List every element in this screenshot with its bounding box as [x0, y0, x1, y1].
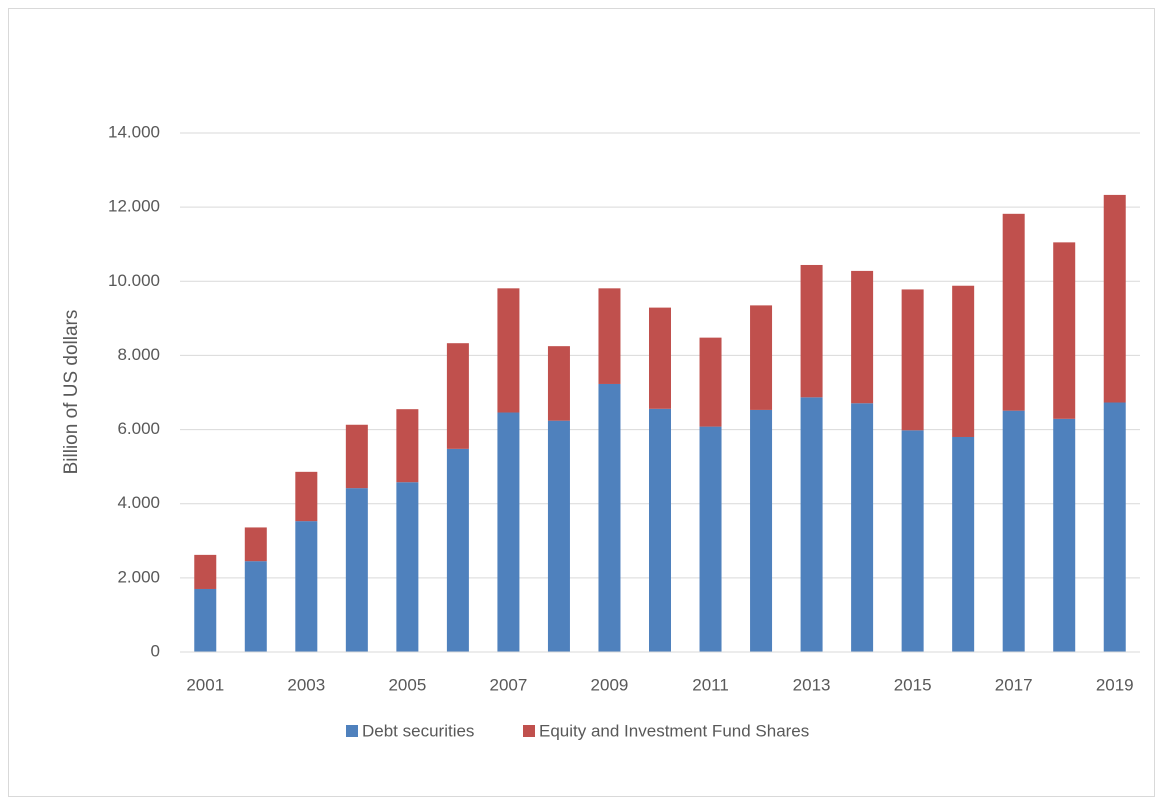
bar-segment	[1002, 410, 1025, 652]
x-tick-label: 2017	[995, 675, 1033, 694]
bar-segment	[699, 426, 722, 652]
bar-segment	[750, 409, 773, 652]
x-tick-label: 2005	[388, 675, 426, 694]
bar-segment	[800, 264, 823, 398]
bar-segment	[1053, 242, 1076, 419]
bar-segment	[851, 270, 874, 404]
bar-segment	[497, 412, 520, 652]
legend-label: Equity and Investment Fund Shares	[539, 721, 809, 740]
y-tick-label: 6.000	[117, 419, 160, 438]
bar-segment	[649, 307, 671, 409]
x-tick-label: 2007	[490, 675, 528, 694]
bar-segment	[547, 420, 570, 652]
bar-segment	[952, 285, 975, 437]
bar-segment	[295, 471, 318, 522]
bar-segment	[1103, 194, 1126, 403]
bar-segment	[699, 337, 722, 427]
chart-frame	[8, 8, 1155, 797]
x-tick-label: 2013	[793, 675, 831, 694]
legend-label: Debt securities	[362, 721, 474, 740]
bar-segment	[446, 343, 469, 449]
bar-segment	[800, 397, 823, 652]
bar-segment	[1103, 402, 1126, 652]
legend-swatch	[346, 725, 358, 737]
y-tick-label: 12.000	[108, 197, 160, 216]
bar-segment	[649, 408, 671, 652]
bar-segment	[497, 288, 520, 413]
bar-segment	[396, 482, 419, 652]
bar-segment	[547, 346, 570, 421]
y-tick-label: 4.000	[117, 493, 160, 512]
bar-segment	[901, 430, 924, 652]
x-tick-label: 2019	[1096, 675, 1134, 694]
bar-segment	[901, 289, 924, 431]
bar-segment	[598, 383, 621, 652]
bar-segment	[244, 527, 267, 562]
x-tick-label: 2015	[894, 675, 932, 694]
y-tick-label: 8.000	[117, 345, 160, 364]
bar-segment	[396, 409, 419, 483]
x-tick-label: 2011	[692, 675, 729, 694]
bar-segment	[345, 488, 368, 652]
y-tick-label: 0	[151, 641, 160, 660]
bar-segment	[851, 403, 874, 652]
x-tick-label: 2003	[287, 675, 325, 694]
y-axis-label: Billion of US dollars	[61, 310, 82, 475]
y-tick-label: 10.000	[108, 271, 160, 290]
legend-swatch	[523, 725, 535, 737]
bar-segment	[1053, 418, 1076, 652]
y-tick-label: 14.000	[108, 122, 160, 141]
bar-segment	[244, 561, 267, 652]
bar-segment	[194, 588, 217, 652]
bar-segment	[345, 424, 368, 489]
y-tick-label: 2.000	[117, 567, 160, 586]
bar-segment	[952, 436, 975, 652]
bar-segment	[295, 521, 318, 652]
bar-segment	[446, 448, 469, 652]
x-tick-label: 2001	[186, 675, 224, 694]
bar-segment	[1002, 213, 1025, 411]
bar-segment	[194, 554, 217, 589]
x-tick-label: 2009	[591, 675, 629, 694]
bar-segment	[598, 288, 621, 384]
bar-segment	[750, 305, 773, 410]
